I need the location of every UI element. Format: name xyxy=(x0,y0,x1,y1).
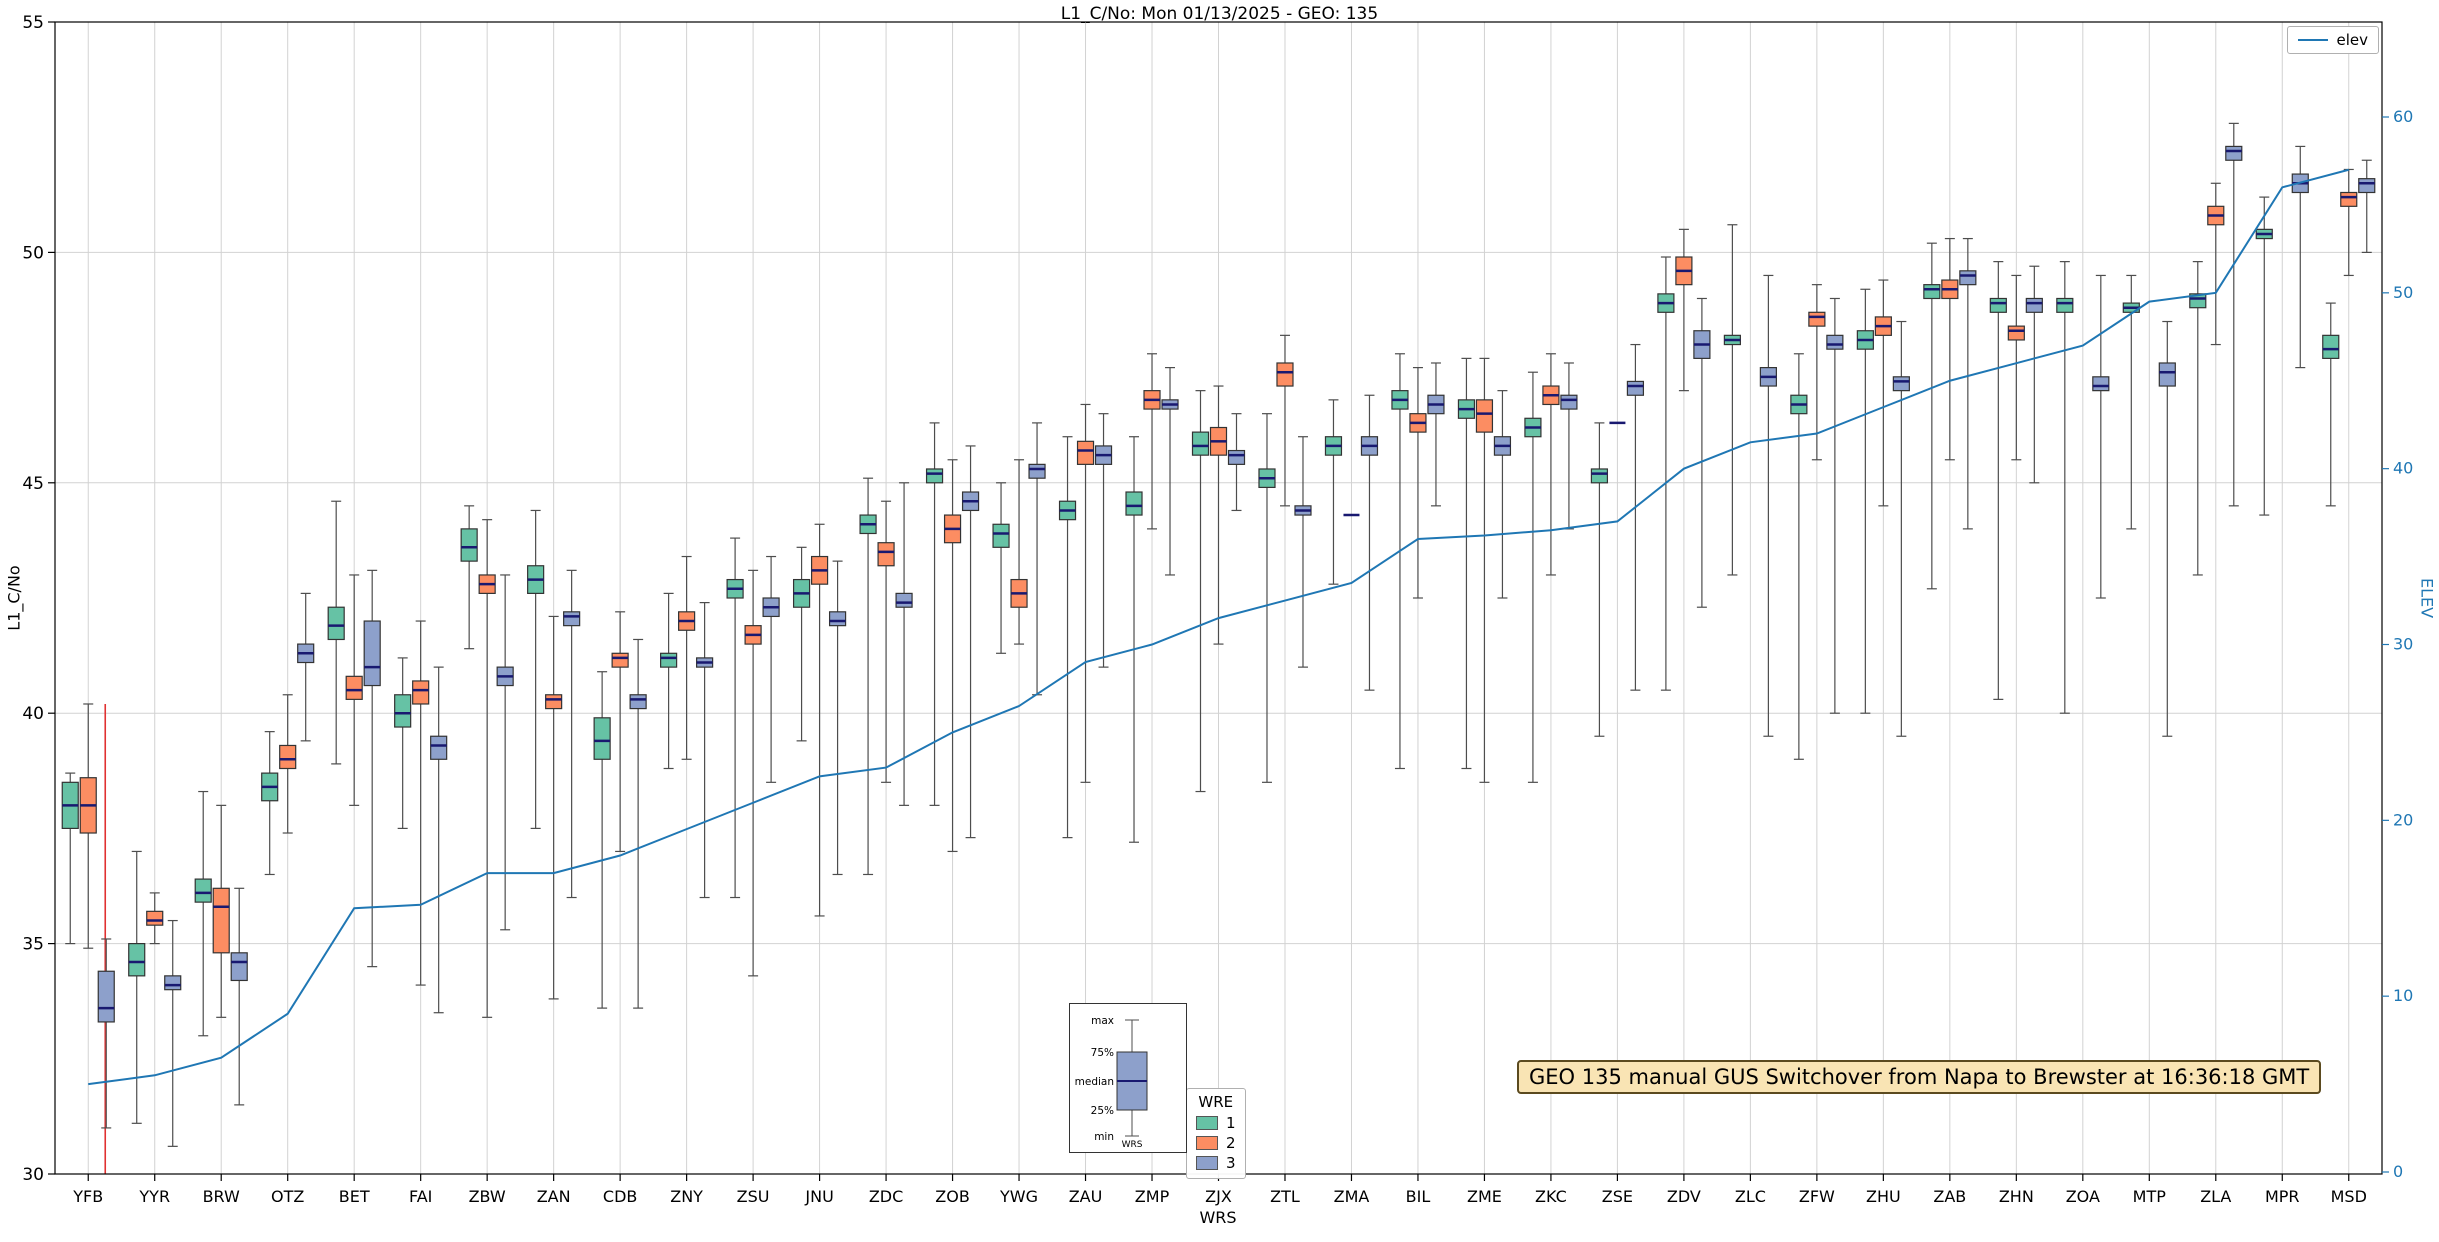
svg-text:60: 60 xyxy=(2393,107,2413,126)
svg-text:50: 50 xyxy=(22,243,44,263)
svg-text:ZMA: ZMA xyxy=(1334,1187,1370,1206)
svg-text:ZHN: ZHN xyxy=(1999,1187,2034,1206)
svg-text:MPR: MPR xyxy=(2265,1187,2300,1206)
svg-text:20: 20 xyxy=(2393,810,2413,829)
svg-text:BIL: BIL xyxy=(1406,1187,1431,1206)
svg-text:BET: BET xyxy=(339,1187,370,1206)
elev-legend: elev xyxy=(2287,26,2379,54)
svg-text:FAI: FAI xyxy=(409,1187,432,1206)
svg-text:BRW: BRW xyxy=(203,1187,240,1206)
wre-entry-label: 2 xyxy=(1226,1134,1236,1152)
x-tick-labels: YFB YYR BRW OTZ BET FAI ZBW ZAN CDB ZNY ZSU JNU ZDC Z… xyxy=(72,1174,2367,1206)
svg-text:75%: 75% xyxy=(1091,1047,1114,1059)
svg-text:max: max xyxy=(1091,1015,1114,1027)
svg-text:WRS: WRS xyxy=(1122,1140,1143,1150)
svg-text:0: 0 xyxy=(2393,1162,2403,1181)
svg-text:ZAB: ZAB xyxy=(1933,1187,1966,1206)
svg-text:50: 50 xyxy=(2393,283,2413,302)
chart-title: L1_C/No: Mon 01/13/2025 - GEO: 135 xyxy=(1060,4,1379,24)
switchover-annotation: GEO 135 manual GUS Switchover from Napa … xyxy=(1517,1060,2322,1094)
svg-text:55: 55 xyxy=(22,13,44,33)
elev-legend-label: elev xyxy=(2336,31,2368,49)
svg-text:JNU: JNU xyxy=(804,1187,833,1206)
svg-text:25%: 25% xyxy=(1091,1105,1114,1117)
inset-svg: max 75% median 25% min WRS xyxy=(1075,1015,1148,1150)
wre-entry-label: 1 xyxy=(1226,1114,1236,1132)
svg-text:40: 40 xyxy=(2393,459,2413,478)
wre-color-swatch xyxy=(1196,1136,1218,1150)
svg-text:35: 35 xyxy=(22,935,44,955)
elev-line xyxy=(88,168,2350,1086)
wre-legend-entry: 1 xyxy=(1196,1114,1236,1132)
svg-text:MSD: MSD xyxy=(2331,1187,2367,1206)
svg-text:MTP: MTP xyxy=(2133,1187,2167,1206)
svg-text:ZDV: ZDV xyxy=(1667,1187,1701,1206)
svg-text:ZBW: ZBW xyxy=(469,1187,506,1206)
svg-text:10: 10 xyxy=(2393,986,2413,1005)
boxplot-explainer-inset: max 75% median 25% min WRS xyxy=(1069,1003,1187,1153)
right-tick-labels: 0 10 20 30 40 50 60 xyxy=(2382,107,2413,1181)
wre-legend: WRE 1 2 3 xyxy=(1186,1088,1246,1179)
x-axis-label: WRS xyxy=(1199,1208,1237,1227)
wre-legend-rows: 1 2 3 xyxy=(1196,1114,1236,1172)
svg-text:min: min xyxy=(1094,1131,1114,1143)
boxplots xyxy=(61,122,2376,1147)
wre-color-swatch xyxy=(1196,1156,1218,1170)
wre-legend-title: WRE xyxy=(1198,1093,1234,1111)
svg-text:YFB: YFB xyxy=(72,1187,103,1206)
wre-entry-label: 3 xyxy=(1226,1154,1236,1172)
svg-text:30: 30 xyxy=(2393,635,2413,654)
svg-text:30: 30 xyxy=(22,1165,44,1185)
svg-text:CDB: CDB xyxy=(603,1187,637,1206)
wre-legend-entry: 3 xyxy=(1196,1154,1236,1172)
svg-text:ZOB: ZOB xyxy=(935,1187,970,1206)
svg-text:ZJX: ZJX xyxy=(1205,1187,1232,1206)
svg-text:ZOA: ZOA xyxy=(2066,1187,2100,1206)
svg-text:ZTL: ZTL xyxy=(1270,1187,1300,1206)
svg-text:OTZ: OTZ xyxy=(271,1187,304,1206)
svg-text:ZSE: ZSE xyxy=(1602,1187,1633,1206)
svg-text:ZDC: ZDC xyxy=(869,1187,903,1206)
svg-text:ZLC: ZLC xyxy=(1735,1187,1766,1206)
wre-legend-entry: 2 xyxy=(1196,1134,1236,1152)
left-tick-labels: 30 35 40 45 50 55 xyxy=(22,13,55,1185)
svg-text:ZHU: ZHU xyxy=(1866,1187,1901,1206)
svg-text:ZNY: ZNY xyxy=(670,1187,703,1206)
svg-text:ZME: ZME xyxy=(1467,1187,1502,1206)
svg-text:YWG: YWG xyxy=(999,1187,1038,1206)
svg-text:45: 45 xyxy=(22,474,44,494)
wre-color-swatch xyxy=(1196,1116,1218,1130)
svg-text:YYR: YYR xyxy=(138,1187,170,1206)
svg-text:ZAU: ZAU xyxy=(1069,1187,1103,1206)
svg-text:ZFW: ZFW xyxy=(1799,1187,1835,1206)
svg-text:40: 40 xyxy=(22,704,44,724)
svg-text:ZAN: ZAN xyxy=(537,1187,571,1206)
svg-text:median: median xyxy=(1075,1076,1114,1088)
svg-text:ZLA: ZLA xyxy=(2200,1187,2231,1206)
elev-line-swatch xyxy=(2298,39,2329,41)
svg-text:ZKC: ZKC xyxy=(1535,1187,1567,1206)
svg-text:ZMP: ZMP xyxy=(1135,1187,1170,1206)
svg-text:ZSU: ZSU xyxy=(737,1187,770,1206)
